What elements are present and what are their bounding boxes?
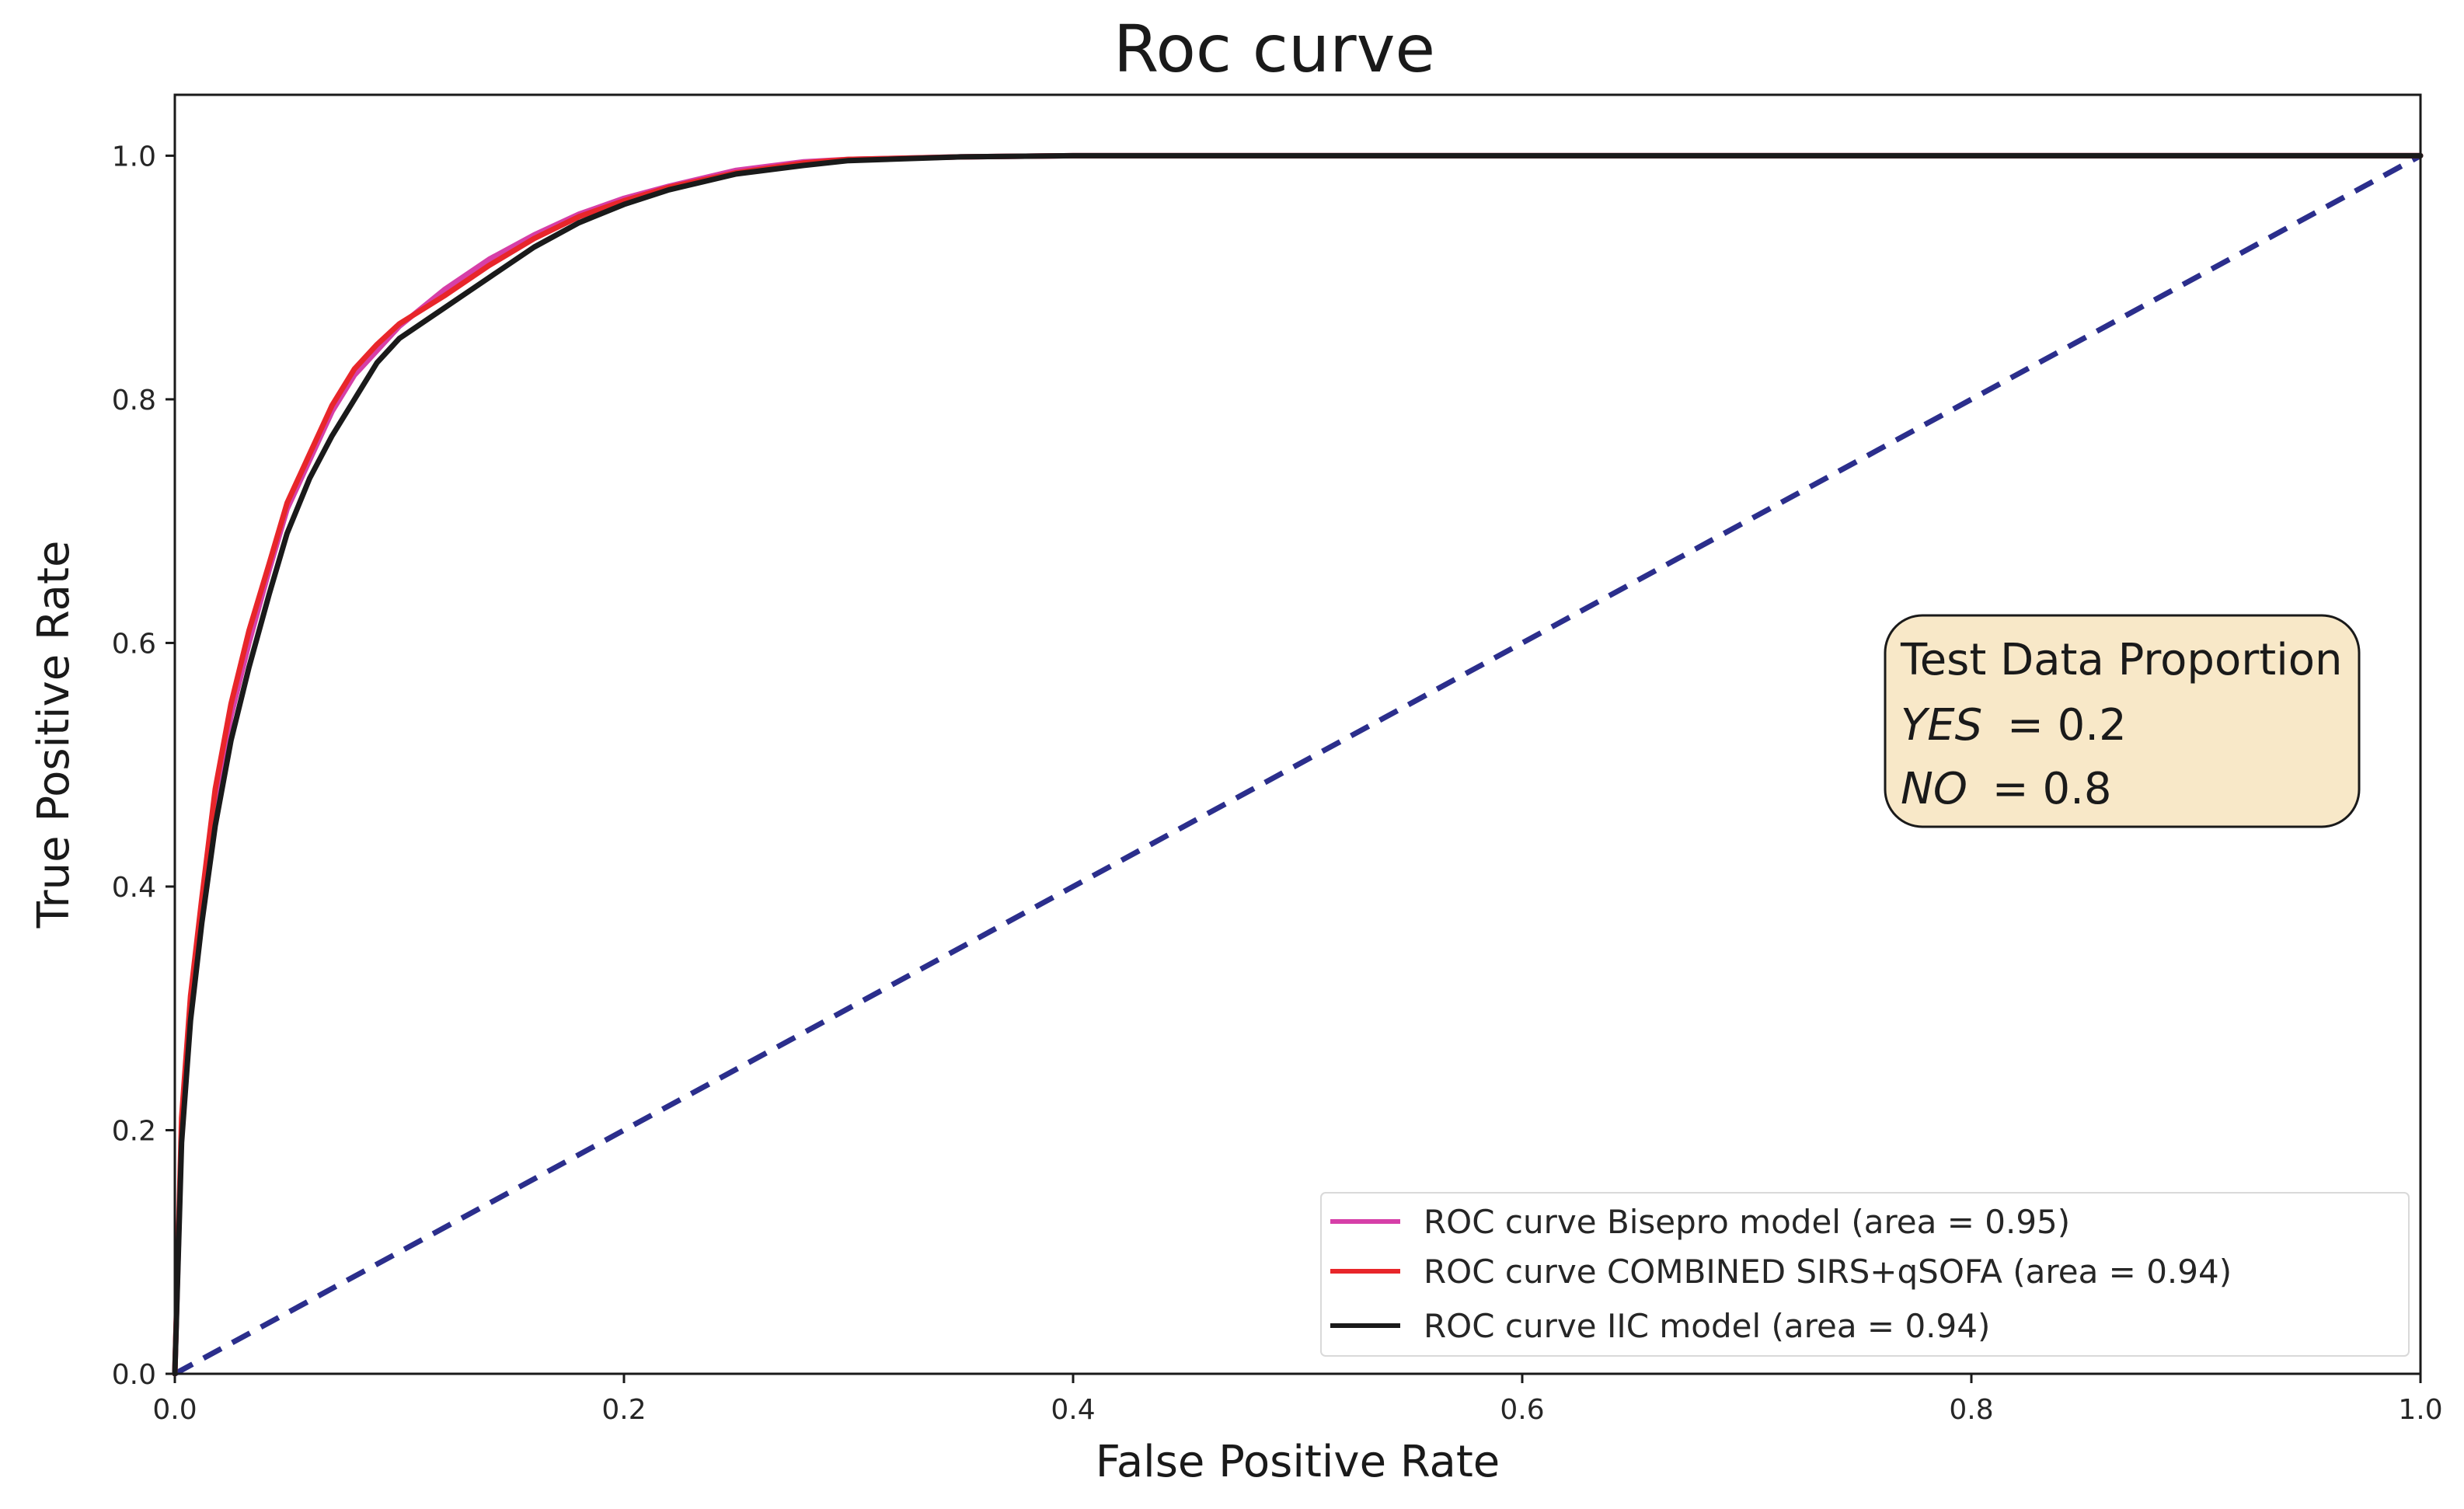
legend: ROC curve Bisepro model (area = 0.95) RO…	[1320, 1192, 2410, 1357]
y-tick-label: 0.2	[112, 1115, 156, 1147]
legend-frame	[1320, 1192, 2410, 1357]
x-tick-label: 1.0	[2398, 1394, 2442, 1426]
x-axis-title: False Positive Rate	[1096, 1437, 1500, 1487]
x-tick-label: 0.6	[1500, 1394, 1544, 1426]
annotation-yes-value: = 0.2	[2007, 700, 2127, 751]
annotation-box	[1884, 614, 2361, 828]
annotation-yes-label: YES	[1901, 700, 1982, 751]
x-tick-label: 0.2	[601, 1394, 646, 1426]
series-layer	[172, 152, 2424, 1377]
chance-diagonal-line	[173, 153, 2422, 1377]
y-tick-label: 0.4	[112, 872, 156, 904]
plot-frame	[173, 93, 2422, 1375]
annotation-yes-line: YES = 0.2	[1901, 700, 2127, 751]
x-tick-label: 0.0	[152, 1394, 197, 1426]
annotation-no-line: NO = 0.8	[1901, 764, 2112, 814]
legend-label-bisepro: ROC curve Bisepro model (area = 0.95)	[1424, 1203, 2070, 1241]
y-axis-title: True Positive Rate	[29, 541, 79, 929]
annotation-no-value: = 0.8	[1992, 764, 2112, 814]
axis-ticks: 0.0 0.2 0.4 0.6 0.8 1.0 0.0 0.2 0.4 0.6 0.8 1.0	[112, 141, 2443, 1426]
annotation-title: Test Data Proportion	[1900, 635, 2343, 685]
x-tick-label: 0.4	[1051, 1394, 1095, 1426]
y-tick-label: 0.8	[112, 385, 156, 416]
chart-title: Roc curve	[1114, 11, 1435, 87]
roc-line-iic	[172, 152, 2424, 1377]
legend-label-iic: ROC curve IIC model (area = 0.94)	[1424, 1307, 1990, 1345]
annotation-no-label: NO	[1901, 764, 1967, 814]
y-tick-label: 0.0	[112, 1359, 156, 1391]
x-tick-label: 0.8	[1949, 1394, 1993, 1426]
legend-label-combined: ROC curve COMBINED SIRS+qSOFA (area = 0.…	[1424, 1253, 2232, 1291]
test-data-annotation: Test Data Proportion YES = 0.2 NO = 0.8	[1884, 614, 2361, 828]
y-tick-label: 1.0	[112, 141, 156, 173]
y-tick-label: 0.6	[112, 628, 156, 660]
